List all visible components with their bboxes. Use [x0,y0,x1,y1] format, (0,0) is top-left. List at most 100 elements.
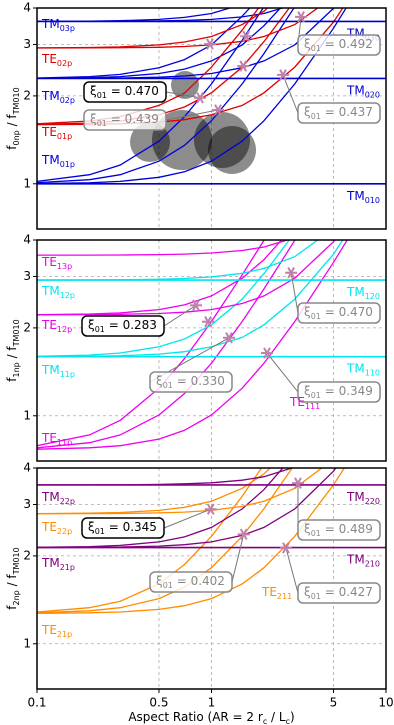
text-part: ξ [88,318,95,332]
annotation-text: ξ01 = 0.345 [88,520,157,536]
y-tick-label: 3 [23,37,31,51]
text-part: TM [346,83,365,97]
text-part: = 0.283 [105,318,157,332]
text-part: 01 [311,391,321,400]
series-label: TM21p [41,556,75,572]
series-label: TM11p [41,363,75,379]
annotation-text: ξ01 = 0.437 [304,105,373,121]
annotation-text: ξ01 = 0.330 [156,374,225,390]
text-part: TM [41,89,60,103]
y-tick-label: 2 [23,320,31,334]
y-tick-label: 1 [23,636,31,650]
y-axis-label: f2np / fTM010 [5,547,21,609]
plot-frame [36,239,387,462]
text-part: 12p [60,291,75,300]
x-axis-label: Aspect Ratio (AR = 2 rc / Lc) [128,710,294,725]
annotation-box [83,81,167,103]
annotation-box [81,315,165,337]
annotation-arrow [165,109,219,121]
text-part: = 0.345 [105,520,157,534]
plot-frame [36,467,387,690]
text-part: / f [5,114,19,131]
text-part: 0np [12,130,21,145]
text-part: TM010 [12,547,21,575]
y-tick-label: 3 [23,497,31,511]
annotation-text: ξ01 = 0.349 [304,384,373,400]
text-part: 03p [60,24,75,33]
series-label: TM01p [41,153,75,169]
text-part: 110 [365,368,380,377]
annotation-arrow [285,547,299,594]
mode-curve [37,240,336,316]
mode-curve [37,468,284,548]
text-part: 13p [57,262,72,271]
text-part: / f [5,346,19,363]
text-part: = 0.489 [321,522,373,536]
text-part: TM010 [12,87,21,115]
text-part: 12p [57,325,72,334]
text-part: TM [346,489,365,503]
crossing-marker [237,60,250,72]
mode-curve [37,240,283,316]
mode-curve [37,8,282,79]
annotation-arrow [163,508,211,529]
mode-curve [37,468,272,515]
overlay-blob [194,112,250,168]
mode-curve [37,240,265,447]
series-label: TM02p [41,89,75,105]
panel: 1234TE11pTM11pTE12pTM12pTE13pTM110TM120ξ… [5,233,387,462]
text-part: TM [346,552,365,566]
y-tick-label: 2 [23,548,31,562]
text-part: TE [41,125,57,139]
mode-curve [37,8,269,49]
text-part: 01 [311,44,321,53]
text-part: 2np [12,590,21,605]
text-part: TE [261,585,277,599]
text-part: f [5,605,19,610]
crossing-marker [285,267,298,279]
plot-area [37,8,386,185]
crossing-marker [279,542,292,554]
text-part: 21p [57,630,72,639]
text-part: 220 [365,496,380,505]
line-label: TM010 [346,188,380,204]
annotation-text: ξ01 = 0.470 [90,84,159,100]
line-label: TM020 [346,83,380,99]
annotation-text: ξ01 = 0.283 [88,318,157,334]
text-part: Aspect Ratio (AR = 2 r [128,710,263,724]
panel: 1234TM01pTM02pTM03pTE01pTE02pTM010TM020T… [5,1,387,230]
overlay-blob [130,122,170,162]
text-part: 01 [163,381,173,390]
text-part: ξ [304,384,311,398]
y-tick-label: 4 [23,233,31,247]
x-tick-label: 5 [330,696,338,710]
annotation-text: ξ01 = 0.439 [90,112,159,128]
curve-label: TE211 [261,585,292,601]
annotation-arrow [231,534,245,583]
text-part: ξ [304,305,311,319]
mode-curve [37,240,296,449]
y-tick-label: 1 [23,408,31,422]
text-part: TE [41,431,57,445]
text-part: 01 [311,112,321,121]
text-part: TM [346,361,365,375]
text-part: 02p [60,96,75,105]
text-part: = 0.349 [321,384,373,398]
text-part: ξ [304,522,311,536]
annotation-box [297,302,381,324]
annotation-box [149,371,233,393]
annotation-arrow [282,74,299,114]
text-part: 11p [57,438,72,447]
text-part: c [286,717,290,725]
annotation-box [297,102,381,124]
crossing-marker [295,11,308,23]
y-tick-label: 4 [23,1,31,15]
text-part: TM010 [12,319,21,347]
crossing-marker [240,30,253,42]
text-part: 01p [57,132,72,141]
series-label: TE02p [41,52,72,68]
text-part: 01 [311,592,321,601]
text-part: 210 [365,559,380,568]
crossing-marker [237,528,250,541]
series-label: TE13p [41,255,72,271]
